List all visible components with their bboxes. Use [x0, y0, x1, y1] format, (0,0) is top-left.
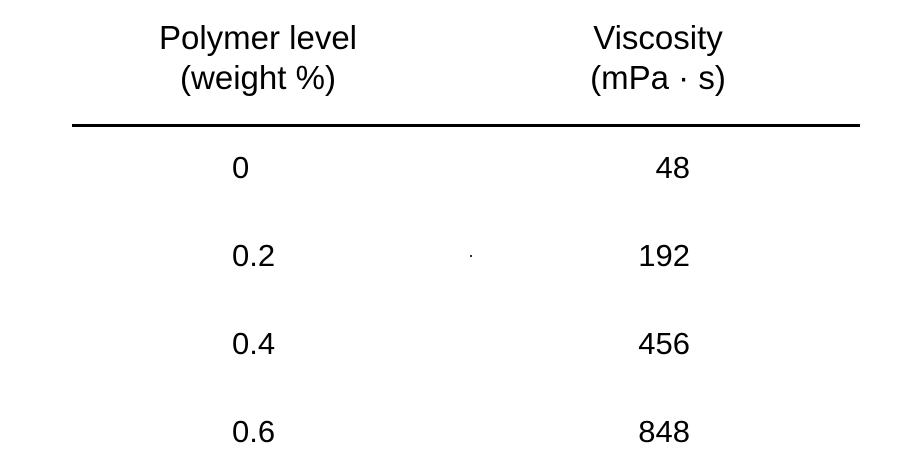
header-divider — [72, 124, 860, 127]
scan-speck — [470, 255, 472, 257]
cell-viscosity: 48 — [655, 150, 690, 185]
column-header-unit: (mPa · s) — [590, 59, 726, 96]
cell-polymer-level: 0.2 — [232, 238, 276, 273]
column-header-line: Viscosity — [593, 19, 723, 56]
cell-viscosity: 456 — [638, 326, 690, 361]
cell-polymer-level: 0.4 — [232, 326, 276, 361]
cell-polymer-level: 0 — [232, 150, 250, 185]
column-header-polymer-level: Polymer level (weight %) — [88, 18, 428, 98]
column-header-viscosity: Viscosity (mPa · s) — [488, 18, 828, 98]
cell-polymer-level: 0.6 — [232, 414, 276, 449]
column-header-unit: (weight %) — [180, 59, 336, 96]
cell-viscosity: 192 — [638, 238, 690, 273]
column-header-line: Polymer level — [158, 19, 358, 56]
cell-viscosity: 848 — [638, 414, 690, 449]
